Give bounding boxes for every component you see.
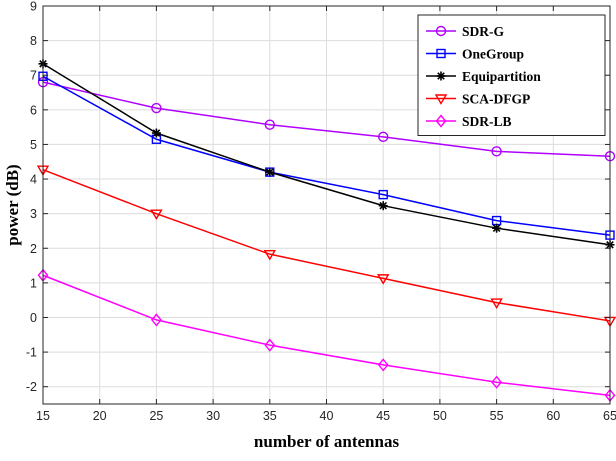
series-equipartition	[38, 59, 615, 250]
y-tick-label: 7	[30, 69, 37, 83]
x-tick-label: 65	[603, 409, 616, 423]
data-point-sdr-g	[264, 119, 275, 130]
legend-item-sdr-g: SDR-G	[426, 24, 505, 39]
y-tick-label: 2	[30, 242, 37, 256]
legend-marker-onegroup	[436, 48, 446, 59]
x-axis-title: number of antennas	[254, 432, 400, 451]
series-line-sca-dfgp	[42, 168, 611, 322]
legend-item-sca-dfgp: SCA-DFGP	[426, 92, 530, 107]
data-point-sdr-lb	[491, 375, 503, 389]
legend-label: SCA-DFGP	[462, 92, 530, 107]
x-tick-label: 35	[263, 409, 277, 423]
data-point-sdr-lb	[150, 313, 162, 327]
y-tick-label: 3	[30, 207, 37, 221]
legend-marker-sca-dfgp	[434, 94, 448, 105]
legend-item-sdr-lb: SDR-LB	[426, 114, 512, 129]
data-point-equipartition	[151, 128, 161, 138]
legend-label: SDR-LB	[462, 114, 512, 129]
data-point-sca-dfgp	[376, 274, 390, 285]
series-line-sdr-g	[42, 81, 611, 157]
x-tick-label: 55	[490, 409, 504, 423]
legend-label: SDR-G	[462, 24, 505, 39]
y-tick-label: -2	[26, 380, 37, 394]
data-point-sdr-g	[151, 102, 162, 114]
y-tick-label: -1	[26, 346, 37, 360]
legend-label: Equipartition	[462, 69, 541, 84]
x-tick-label: 45	[376, 409, 390, 423]
x-tick-label: 25	[149, 409, 163, 423]
legend-marker-sdr-lb	[435, 114, 447, 128]
y-axis-title: power (dB)	[3, 164, 22, 245]
series-line-sdr-lb	[42, 274, 611, 397]
series-line-onegroup	[42, 75, 611, 236]
legend: SDR-G OneGroup Equipartition SCA-DFGP SDR-LB	[417, 14, 606, 136]
x-tick-label: 60	[546, 409, 560, 423]
y-tick-label: 8	[30, 34, 37, 48]
series-sdr-g	[37, 76, 616, 162]
x-tick-label: 15	[36, 409, 50, 423]
legend-item-onegroup: OneGroup	[426, 47, 524, 62]
legend-marker-equipartition	[436, 71, 446, 81]
series-line-equipartition	[42, 63, 611, 246]
data-point-equipartition	[265, 167, 275, 177]
legend-item-equipartition: Equipartition	[426, 69, 541, 84]
x-tick-label: 20	[93, 409, 107, 423]
x-tick-label: 50	[433, 409, 447, 423]
data-point-equipartition	[492, 223, 502, 233]
y-tick-label: 1	[30, 276, 37, 290]
data-point-sdr-g	[491, 146, 502, 157]
y-tick-label: 5	[30, 138, 37, 152]
data-point-sca-dfgp	[490, 298, 503, 309]
y-tick-label: 0	[30, 311, 37, 325]
legend-label: OneGroup	[462, 47, 524, 62]
data-point-sdr-lb	[377, 358, 389, 372]
data-point-sdr-lb	[264, 338, 276, 352]
x-tick-label: 40	[320, 409, 334, 423]
y-tick-label: 4	[30, 173, 37, 187]
data-point-sdr-g	[378, 131, 389, 143]
x-tick-label: 30	[206, 409, 220, 423]
data-point-sca-dfgp	[263, 249, 277, 261]
y-tick-label: 9	[30, 0, 37, 14]
legend-marker-sdr-g	[435, 25, 447, 37]
data-point-onegroup	[378, 189, 388, 200]
data-point-equipartition	[378, 201, 388, 211]
data-point-sca-dfgp	[150, 209, 163, 221]
y-tick-label: 6	[30, 103, 37, 117]
